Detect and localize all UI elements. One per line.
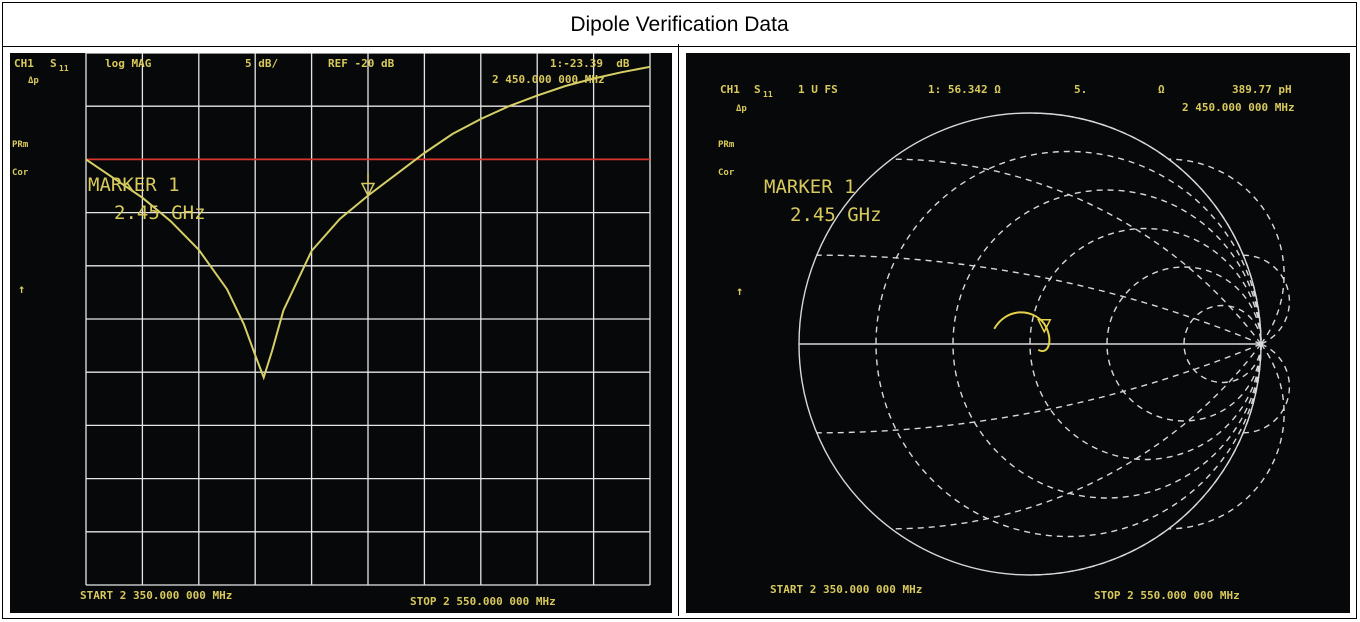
reactance-arc: [1168, 158, 1285, 345]
format-label: log MAG: [105, 57, 152, 70]
ref-label: REF -20 dB: [328, 57, 395, 70]
reactance-readout: 389.77 pH: [1232, 83, 1292, 96]
param-label: S: [50, 57, 57, 70]
channel-label: CH1: [14, 57, 34, 70]
reactance-arc: [1243, 254, 1291, 345]
panel-divider: [678, 44, 679, 616]
marker-label: MARKER 1: [764, 176, 856, 198]
reactance-arc: [1243, 343, 1291, 434]
s11-trace: [85, 65, 651, 381]
reactance-arc: [1168, 343, 1285, 530]
marker-frequency: 2 450.000 000 MHz: [492, 73, 605, 86]
param-sub-label: 11: [59, 64, 69, 73]
log-mag-grid: [85, 53, 651, 586]
stop-frequency: STOP 2 550.000 000 MHz: [410, 595, 556, 608]
ap-indicator: Δp: [28, 76, 39, 86]
up-arrow-icon: ↑: [18, 282, 25, 296]
log-mag-panel: CH1 S 11 log MAG 5 dB/ REF -20 dB 1:-23.…: [10, 53, 672, 613]
reactance-arc: [816, 343, 1262, 434]
marker-readout: 1:-23.39 dB: [550, 57, 630, 70]
marker-triangle: [1037, 319, 1052, 334]
marker-1-symbol: [360, 173, 376, 198]
imag-readout: 5.: [1074, 83, 1087, 96]
marker-label: MARKER 1: [88, 174, 180, 196]
reactance-arc: [1029, 343, 1262, 576]
marker-value: 2.45 GHz: [790, 204, 882, 226]
marker-1-symbol: [1037, 319, 1052, 334]
cor-indicator: Cor: [718, 168, 735, 178]
smith-chart: CH1 S 11 1 U FS 1: 56.342 Ω 5. Ω 389.77 …: [718, 83, 1295, 602]
ap-indicator: Δp: [736, 104, 747, 114]
format-label: 1 U FS: [798, 83, 838, 96]
prm-indicator: PRm: [12, 140, 29, 150]
marker-readout: 1: 56.342 Ω: [928, 83, 1001, 96]
imag-unit: Ω: [1158, 83, 1165, 96]
marker-value: 2.45 GHz: [114, 202, 206, 224]
start-frequency: START 2 350.000 000 MHz: [770, 583, 922, 596]
impedance-trace: [993, 311, 1051, 353]
cor-indicator: Cor: [12, 168, 29, 178]
figure-title: Dipole Verification Data: [3, 3, 1356, 47]
prm-indicator: PRm: [718, 140, 735, 150]
reactance-arc: [891, 343, 1262, 530]
log-mag-chart: CH1 S 11 log MAG 5 dB/ REF -20 dB 1:-23.…: [12, 53, 651, 608]
scale-label: 5 dB/: [245, 57, 278, 70]
start-frequency: START 2 350.000 000 MHz: [80, 589, 232, 602]
smith-grid: [798, 112, 1291, 576]
reactance-arc: [1029, 112, 1262, 345]
stop-frequency: STOP 2 550.000 000 MHz: [1094, 589, 1240, 602]
channel-label: CH1: [720, 83, 740, 96]
marker-frequency: 2 450.000 000 MHz: [1182, 101, 1295, 114]
param-sub-label: 11: [763, 90, 773, 99]
reactance-arc: [891, 158, 1262, 345]
up-arrow-icon: ↑: [736, 284, 743, 298]
param-label: S: [754, 83, 761, 96]
marker-triangle: [360, 182, 376, 198]
smith-chart-panel: CH1 S 11 1 U FS 1: 56.342 Ω 5. Ω 389.77 …: [686, 53, 1350, 613]
reactance-arc: [816, 254, 1262, 345]
